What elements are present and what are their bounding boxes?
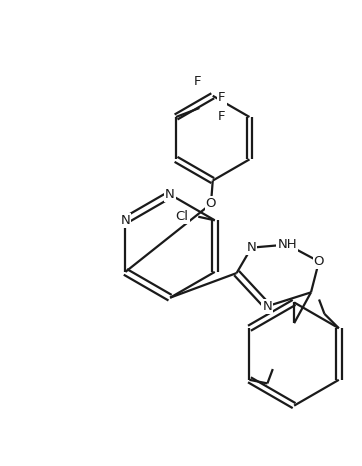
Text: F: F xyxy=(194,75,201,88)
Text: N: N xyxy=(165,188,175,201)
Text: N: N xyxy=(121,214,130,227)
Text: N: N xyxy=(262,300,272,313)
Text: F: F xyxy=(218,91,226,104)
Text: N: N xyxy=(247,241,256,254)
Text: O: O xyxy=(206,198,216,211)
Text: NH: NH xyxy=(277,238,297,251)
Text: O: O xyxy=(314,255,324,268)
Text: F: F xyxy=(218,110,226,123)
Text: Cl: Cl xyxy=(176,210,189,223)
